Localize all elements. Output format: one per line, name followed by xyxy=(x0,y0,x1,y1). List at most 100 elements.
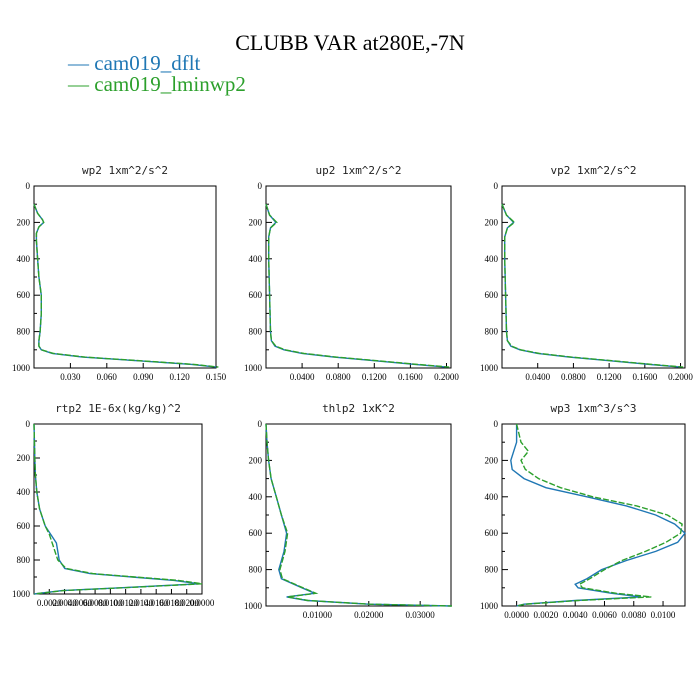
series-dflt-line xyxy=(33,203,217,368)
series-dflt-line xyxy=(33,423,200,595)
y-tick-label: 800 xyxy=(249,327,263,337)
y-tick-label: 800 xyxy=(17,555,31,565)
x-tick-label: 0.0080 xyxy=(621,610,646,620)
x-tick-label: 0.0140 xyxy=(129,598,154,608)
y-tick-label: 0 xyxy=(494,419,499,429)
y-tick-label: 400 xyxy=(485,254,499,264)
y-tick-label: 400 xyxy=(249,254,263,264)
plot-frame xyxy=(265,423,452,607)
series-lminwp2-line xyxy=(33,423,203,595)
y-tick-label: 1000 xyxy=(244,601,263,611)
y-tick-label: 0 xyxy=(494,181,499,191)
y-tick-label: 800 xyxy=(249,565,263,575)
x-tick-label: 0.02000 xyxy=(354,610,384,620)
plot-frame xyxy=(33,423,203,595)
series-lminwp2-line xyxy=(265,203,450,368)
y-tick-label: 600 xyxy=(485,290,499,300)
y-tick-label: 600 xyxy=(485,528,499,538)
series-dflt-line xyxy=(265,423,452,607)
y-tick-label: 200 xyxy=(485,217,499,227)
x-tick-label: 0.1200 xyxy=(362,372,387,382)
figure-title: CLUBB VAR at280E,-7N xyxy=(235,30,465,55)
legend-entry-dflt: — cam019_dflt xyxy=(68,52,200,74)
y-tick-label: 800 xyxy=(485,327,499,337)
x-tick-label: 0.0160 xyxy=(144,598,169,608)
plot-frame xyxy=(33,185,217,369)
x-tick-label: 0.0100 xyxy=(98,598,123,608)
plot-frame xyxy=(501,423,686,607)
x-tick-label: 0.0040 xyxy=(563,610,588,620)
x-tick-label: 0.1600 xyxy=(398,372,423,382)
x-tick-label: 0.090 xyxy=(133,372,154,382)
y-tick-label: 200 xyxy=(17,217,31,227)
x-tick-label: 0.0060 xyxy=(592,610,617,620)
x-tick-label: 0.0100 xyxy=(651,610,676,620)
x-tick-label: 0.060 xyxy=(97,372,118,382)
x-tick-label: 0.1200 xyxy=(597,372,622,382)
legend-label: cam019_lminwp2 xyxy=(94,72,246,96)
y-tick-label: 1000 xyxy=(12,363,31,373)
y-tick-label: 400 xyxy=(17,254,31,264)
x-tick-label: 0.150 xyxy=(206,372,227,382)
panel-4: rtp2 1E-6x(kg/kg)^2 0 200 400 600 800 1000 0.00… xyxy=(12,402,215,608)
x-tick-label: 0.03000 xyxy=(406,610,436,620)
panel-title: up2 1xm^2/s^2 xyxy=(315,164,401,177)
x-tick-label: 0.0000 xyxy=(190,598,215,608)
panel-2: up2 1xm^2/s^2 0 200 400 600 800 1000 0.0400 0.08… xyxy=(244,164,459,382)
panel-title: rtp2 1E-6x(kg/kg)^2 xyxy=(55,402,181,415)
y-tick-label: 800 xyxy=(17,327,31,337)
y-tick-label: 1000 xyxy=(480,601,499,611)
series-lminwp2-line xyxy=(515,423,683,607)
x-tick-label: 0.0060 xyxy=(67,598,92,608)
series-lminwp2-line xyxy=(265,423,453,607)
panel-title: vp2 1xm^2/s^2 xyxy=(550,164,636,177)
x-tick-label: 0.0180 xyxy=(159,598,184,608)
plot-frame xyxy=(501,185,686,369)
x-tick-label: 0.2000 xyxy=(434,372,459,382)
y-tick-label: 0 xyxy=(258,419,263,429)
x-tick-label: 0.0800 xyxy=(561,372,586,382)
y-tick-label: 1000 xyxy=(12,589,31,599)
x-tick-label: 0.0200 xyxy=(174,598,199,608)
x-tick-label: 0.120 xyxy=(169,372,190,382)
x-tick-label: 0.030 xyxy=(60,372,81,382)
x-tick-label: 0.01000 xyxy=(303,610,333,620)
legend-label: cam019_dflt xyxy=(94,51,201,75)
y-tick-label: 200 xyxy=(249,217,263,227)
y-tick-label: 800 xyxy=(485,565,499,575)
y-tick-label: 0 xyxy=(258,181,263,191)
y-tick-label: 400 xyxy=(249,492,263,502)
x-tick-label: 0.0000 xyxy=(504,610,529,620)
y-tick-label: 400 xyxy=(485,492,499,502)
panel-3: vp2 1xm^2/s^2 0 200 400 600 800 1000 0.0400 0.08… xyxy=(480,164,693,382)
panel-title: thlp2 1xK^2 xyxy=(322,402,395,415)
y-tick-label: 0 xyxy=(26,181,31,191)
x-tick-label: 0.0080 xyxy=(83,598,108,608)
legend-line: — xyxy=(68,72,89,96)
x-tick-label: 0.0400 xyxy=(525,372,550,382)
legend-line: — xyxy=(68,51,89,75)
panel-1: wp2 1xm^2/s^2 0 200 400 600 800 1000 0.030 0.060… xyxy=(12,164,227,382)
y-tick-label: 1000 xyxy=(244,363,263,373)
y-tick-label: 200 xyxy=(485,455,499,465)
series-lminwp2-line xyxy=(33,203,219,368)
series-lminwp2-line xyxy=(501,203,684,368)
panel-6: wp3 1xm^3/s^3 0 200 400 600 800 1000 0.0000 0.00… xyxy=(480,402,686,620)
y-tick-label: 400 xyxy=(17,487,31,497)
y-tick-label: 600 xyxy=(17,290,31,300)
series-dflt-line xyxy=(265,203,447,368)
x-tick-label: 0.0800 xyxy=(326,372,351,382)
panel-title: wp2 1xm^2/s^2 xyxy=(82,164,168,177)
y-tick-label: 600 xyxy=(17,521,31,531)
series-dflt-line xyxy=(510,424,686,607)
x-tick-label: 0.0400 xyxy=(290,372,315,382)
y-tick-label: 1000 xyxy=(480,363,499,373)
x-tick-label: 0.0120 xyxy=(113,598,138,608)
panel-title: wp3 1xm^3/s^3 xyxy=(550,402,636,415)
y-tick-label: 0 xyxy=(26,419,31,429)
legend-entry-lminwp2: — cam019_lminwp2 xyxy=(68,73,246,95)
y-tick-label: 600 xyxy=(249,290,263,300)
x-tick-label: 0.0020 xyxy=(534,610,559,620)
x-tick-label: 0.1600 xyxy=(632,372,657,382)
